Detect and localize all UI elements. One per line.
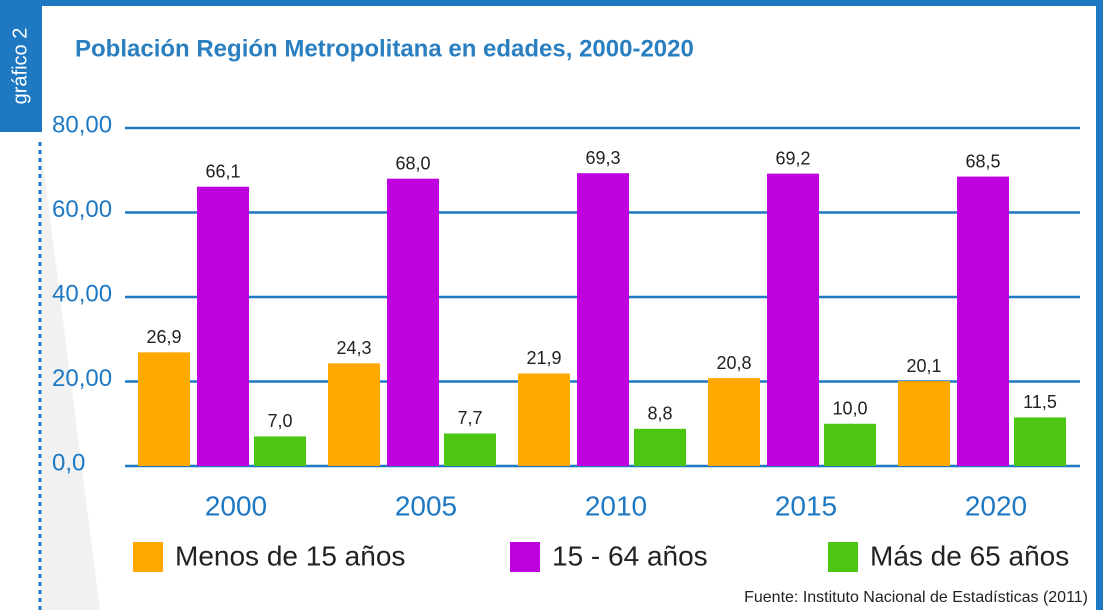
bar [767, 173, 819, 466]
legend-swatch [133, 542, 163, 572]
data-label: 11,5 [1023, 392, 1057, 412]
x-tick-label: 2010 [585, 490, 647, 521]
y-tick-label: 0,0 [52, 449, 85, 476]
chart-title: Población Región Metropolitana en edades… [75, 35, 694, 62]
data-label: 66,1 [205, 161, 240, 181]
bar [197, 186, 249, 467]
x-tick-label: 2000 [205, 490, 267, 521]
bar [444, 433, 496, 466]
bar [708, 378, 760, 466]
source: Fuente: Instituto Nacional de Estadístic… [744, 589, 1088, 606]
data-label: 7,7 [457, 408, 482, 428]
bar [634, 428, 686, 466]
y-tick-label: 40,00 [52, 280, 112, 307]
x-tick-label: 2005 [395, 490, 457, 521]
badge-box [0, 0, 42, 132]
legend-swatch [828, 542, 858, 572]
bar [824, 423, 876, 466]
data-label: 69,2 [775, 148, 810, 168]
legend-label: Menos de 15 años [175, 540, 405, 571]
bar [1014, 417, 1066, 466]
y-tick-label: 60,00 [52, 196, 112, 223]
data-label: 26,9 [146, 327, 181, 347]
badge-text: gráfico 2 [9, 28, 31, 105]
bar [898, 381, 950, 466]
x-tick-label: 2020 [965, 490, 1027, 521]
data-label: 24,3 [336, 338, 371, 358]
bar [577, 173, 629, 466]
legend-label: Más de 65 años [870, 540, 1069, 571]
data-label: 68,0 [395, 153, 430, 173]
bar [387, 178, 439, 466]
top-border [0, 0, 1103, 6]
data-label: 7,0 [267, 411, 292, 431]
x-tick-label: 2015 [775, 490, 837, 521]
data-label: 69,3 [585, 148, 620, 168]
data-label: 20,1 [906, 356, 941, 376]
legend-swatch [510, 542, 540, 572]
bar [254, 436, 306, 466]
bar [957, 176, 1009, 466]
data-label: 21,9 [526, 348, 561, 368]
right-border [1096, 0, 1103, 610]
y-tick-label: 20,00 [52, 365, 112, 392]
data-label: 8,8 [647, 404, 672, 424]
data-label: 68,5 [965, 151, 1000, 171]
data-label: 20,8 [716, 353, 751, 373]
y-tick-label: 80,00 [52, 111, 112, 138]
bar [518, 373, 570, 466]
bar [328, 363, 380, 466]
bar [138, 352, 190, 466]
decor-wedge [40, 140, 100, 610]
legend-label: 15 - 64 años [552, 540, 708, 571]
data-label: 10,0 [832, 399, 867, 419]
